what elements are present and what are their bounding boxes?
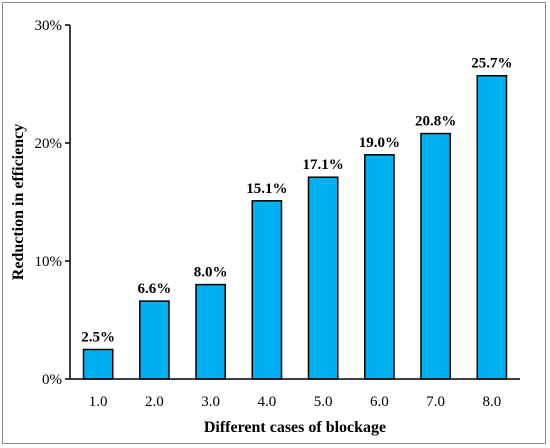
x-tick-label: 8.0 xyxy=(483,394,502,410)
x-tick-label: 1.0 xyxy=(89,394,108,410)
data-label: 19.0% xyxy=(359,135,400,151)
bar xyxy=(251,200,283,380)
bar xyxy=(420,132,451,380)
data-label: 25.7% xyxy=(471,56,512,72)
data-label: 8.0% xyxy=(194,265,228,281)
y-tick-label: 0% xyxy=(42,372,62,388)
x-tick-label: 4.0 xyxy=(258,394,277,410)
x-axis-ticks: 1.0 2.0 3.0 4.0 5.0 6.0 7.0 8.0 xyxy=(89,394,502,410)
data-label: 6.6% xyxy=(138,281,172,297)
x-tick-label: 2.0 xyxy=(145,394,164,410)
data-label: 2.5% xyxy=(81,330,115,346)
y-axis-ticks: 0% 10% 20% 30% xyxy=(35,18,70,388)
x-tick-label: 5.0 xyxy=(314,394,333,410)
bar xyxy=(195,283,226,380)
x-tick-label: 7.0 xyxy=(426,394,445,410)
bars-group: 2.5% 6.6% 8.0% 15.1% 17.1% 19.0% 20.8% 25.7% xyxy=(81,56,513,380)
data-label: 15.1% xyxy=(246,181,287,197)
data-label: 20.8% xyxy=(415,114,456,130)
x-tick-label: 3.0 xyxy=(201,394,220,410)
bar xyxy=(307,176,339,380)
x-tick-label: 6.0 xyxy=(370,394,389,410)
y-tick-label: 30% xyxy=(35,18,63,34)
y-tick-label: 20% xyxy=(35,136,63,152)
y-axis-title: Reduction in efficiency xyxy=(10,124,27,280)
bar xyxy=(476,74,508,380)
bar xyxy=(139,300,170,380)
x-axis-title: Different cases of blockage xyxy=(204,419,386,436)
y-tick-label: 10% xyxy=(35,254,63,270)
data-label: 17.1% xyxy=(303,157,344,173)
bar xyxy=(82,348,114,380)
bar xyxy=(364,154,395,380)
